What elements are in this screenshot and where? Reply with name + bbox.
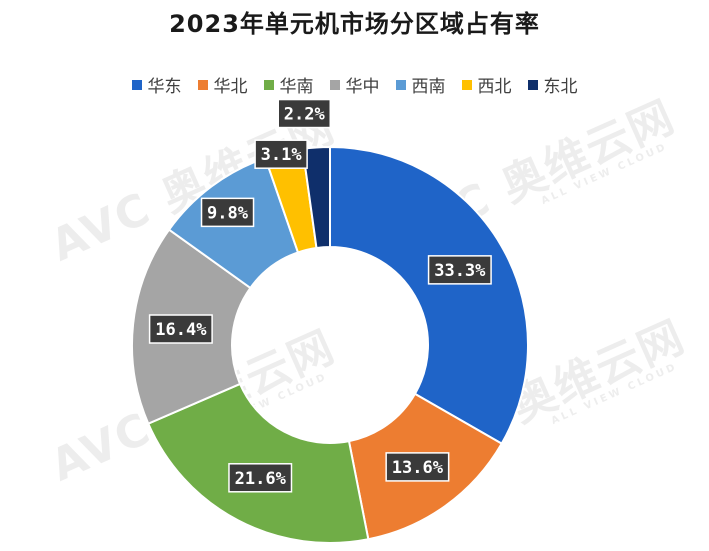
data-label-text: 13.6%: [392, 458, 444, 478]
chart-title: 2023年单元机市场分区域占有率: [169, 10, 540, 38]
data-label-bg: [148, 314, 213, 344]
legend-swatch: [461, 79, 472, 90]
legend-swatch: [131, 79, 142, 90]
legend-label: 华北: [213, 77, 248, 97]
legend-item: 西南: [395, 72, 446, 97]
legend-swatch: [197, 79, 208, 90]
data-label-bg: [385, 452, 450, 482]
data-label-text: 21.6%: [235, 469, 287, 489]
legend-label: 华东: [147, 77, 182, 97]
slice-6: [301, 145, 331, 250]
data-label: 13.6%: [385, 452, 450, 482]
data-label-bg: [427, 255, 492, 285]
data-label-text: 3.1%: [261, 145, 303, 165]
data-label: 21.6%: [228, 463, 293, 493]
legend-label: 华中: [345, 77, 380, 97]
legend-item: 华北: [197, 72, 248, 97]
legend-item: 西北: [461, 72, 512, 97]
legend-item: 东北: [527, 72, 578, 97]
data-label: 3.1%: [254, 139, 308, 169]
data-label-text: 33.3%: [434, 261, 486, 281]
legend-item: 华中: [329, 72, 380, 97]
legend-label: 华南: [279, 77, 314, 97]
legend-swatch: [263, 79, 274, 90]
data-label-bg: [277, 98, 332, 129]
data-label: 33.3%: [427, 255, 492, 285]
data-label-text: 2.2%: [284, 105, 326, 125]
slice-0: [329, 145, 529, 446]
data-label: 2.2%: [277, 98, 332, 129]
legend-label: 东北: [543, 77, 578, 97]
data-label-bg: [228, 463, 293, 493]
data-label: 16.4%: [148, 314, 213, 344]
data-label-text: 16.4%: [155, 320, 207, 340]
legend-item: 华东: [131, 72, 182, 97]
legend-label: 西南: [411, 77, 446, 97]
data-label-text: 9.8%: [207, 203, 249, 223]
data-label-bg: [200, 197, 255, 228]
data-label: 9.8%: [200, 197, 255, 228]
legend-item: 华南: [263, 72, 314, 97]
legend-label: 西北: [477, 77, 512, 97]
legend-swatch: [527, 79, 538, 90]
chart-legend: 华东 华北 华南 华中 西南 西北 东北: [0, 72, 709, 97]
legend-swatch: [329, 79, 340, 90]
legend-swatch: [395, 79, 406, 90]
data-label-bg: [254, 139, 308, 169]
